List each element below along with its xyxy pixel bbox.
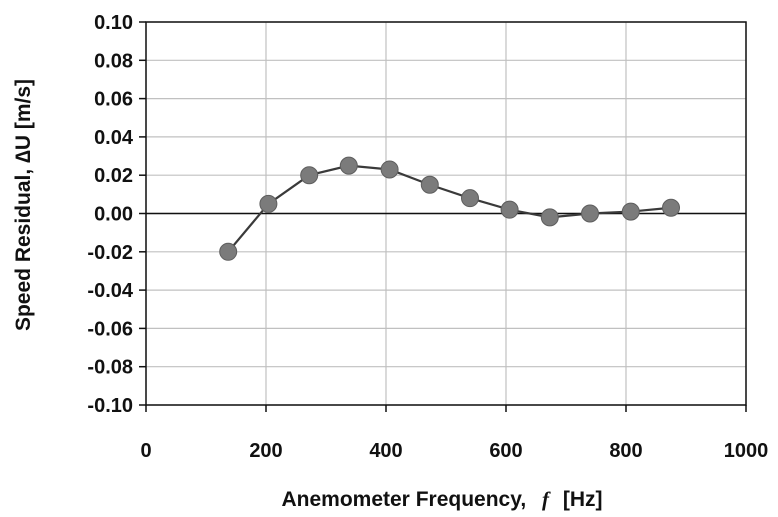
x-axis-label-text: Anemometer Frequency, xyxy=(281,488,526,511)
x-axis-label: Anemometer Frequency, f [Hz] xyxy=(281,487,602,511)
data-point xyxy=(219,242,238,261)
data-point xyxy=(300,166,319,185)
y-tick-label: -0.04 xyxy=(87,280,133,302)
y-tick-label: 0.02 xyxy=(94,165,133,187)
data-point xyxy=(540,208,559,227)
data-point xyxy=(662,198,680,217)
data-point xyxy=(500,200,519,219)
x-tick-label: 600 xyxy=(489,440,522,462)
x-tick-label: 1000 xyxy=(724,440,769,462)
y-tick-label: -0.06 xyxy=(87,318,133,340)
y-axis-label: Speed Residual, ∆U [m/s] xyxy=(12,79,35,331)
y-tick-label: -0.08 xyxy=(87,357,133,379)
y-tick-label: 0.06 xyxy=(94,89,133,111)
series-group xyxy=(219,156,680,261)
x-axis-label-symbol: f xyxy=(542,487,551,511)
data-point xyxy=(380,160,399,179)
data-point xyxy=(339,156,358,175)
x-tick-label: 0 xyxy=(140,440,151,462)
y-tick-label: -0.02 xyxy=(87,242,133,264)
data-point xyxy=(581,204,599,223)
series-line xyxy=(227,164,672,253)
y-tick-label: 0.10 xyxy=(94,12,133,34)
data-point xyxy=(621,202,640,221)
x-tick-label: 200 xyxy=(249,440,282,462)
y-tick-label: 0.00 xyxy=(94,204,133,226)
data-point xyxy=(461,189,479,208)
y-tick-label: -0.10 xyxy=(87,395,133,417)
x-axis-label-unit: [Hz] xyxy=(563,488,603,511)
y-tick-label: 0.04 xyxy=(94,127,134,149)
y-axis-ticks: -0.10 -0.08 -0.06 -0.04 -0.02 0.00 0.02 0.04 0.0… xyxy=(87,12,146,417)
data-point xyxy=(420,175,439,194)
x-tick-label: 400 xyxy=(369,440,402,462)
y-tick-label: 0.08 xyxy=(94,50,133,72)
data-point xyxy=(259,194,278,213)
x-axis-ticks: 0 200 400 600 800 1000 xyxy=(140,405,768,462)
x-tick-label: 800 xyxy=(609,440,642,462)
